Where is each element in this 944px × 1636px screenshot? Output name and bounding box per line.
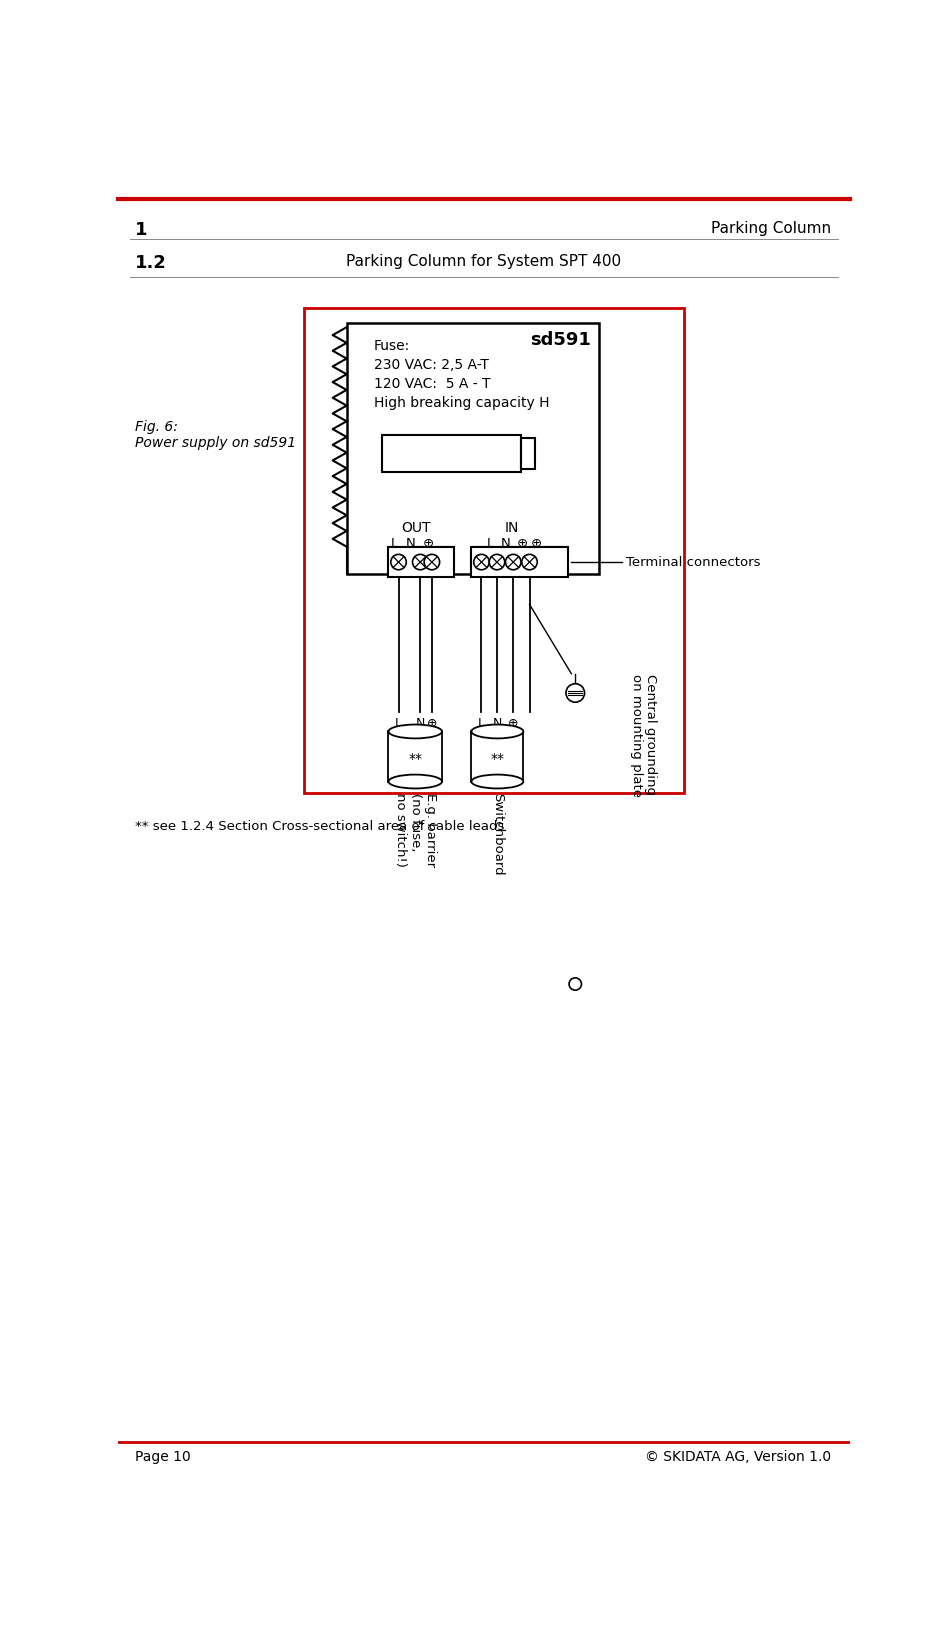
Text: L: L — [391, 538, 398, 550]
Circle shape — [522, 555, 537, 569]
Ellipse shape — [389, 774, 442, 789]
Circle shape — [505, 555, 521, 569]
Ellipse shape — [389, 725, 442, 738]
Text: Parking Column for System SPT 400: Parking Column for System SPT 400 — [346, 254, 621, 268]
Text: ⊕: ⊕ — [517, 538, 528, 550]
Text: N: N — [500, 538, 511, 550]
Text: N: N — [405, 538, 415, 550]
Text: E.g. barrier
(no fuse,
no switch!): E.g. barrier (no fuse, no switch!) — [394, 793, 437, 867]
Text: ⊕: ⊕ — [508, 717, 518, 730]
Text: 1: 1 — [135, 221, 147, 239]
Ellipse shape — [471, 725, 523, 738]
Text: OUT: OUT — [401, 522, 431, 535]
Text: Central grounding
on mounting plate: Central grounding on mounting plate — [630, 674, 658, 797]
Text: N: N — [492, 717, 501, 730]
Text: © SKIDATA AG, Version 1.0: © SKIDATA AG, Version 1.0 — [645, 1449, 831, 1464]
Text: Page 10: Page 10 — [135, 1449, 191, 1464]
Circle shape — [474, 555, 489, 569]
Bar — [304, 308, 683, 793]
Circle shape — [424, 555, 440, 569]
Text: sd591: sd591 — [530, 330, 591, 348]
Text: IN: IN — [504, 522, 519, 535]
Text: L: L — [478, 717, 485, 730]
Text: Switchboard: Switchboard — [491, 793, 504, 875]
Bar — [471, 546, 567, 578]
Circle shape — [566, 684, 584, 702]
Bar — [381, 435, 521, 471]
Text: ⊕: ⊕ — [531, 538, 542, 550]
Bar — [521, 438, 535, 470]
Ellipse shape — [471, 774, 523, 789]
Text: ⊕: ⊕ — [427, 717, 437, 730]
Text: ** see 1.2.4 Section Cross-sectional area of cable leads: ** see 1.2.4 Section Cross-sectional are… — [135, 820, 504, 833]
Text: N: N — [415, 717, 425, 730]
Circle shape — [569, 978, 582, 990]
Circle shape — [489, 555, 505, 569]
Text: L: L — [486, 538, 494, 550]
Text: Fuse:
230 VAC: 2,5 A-T
120 VAC:  5 A - T
High breaking capacity H: Fuse: 230 VAC: 2,5 A-T 120 VAC: 5 A - T … — [374, 339, 549, 409]
Circle shape — [391, 555, 406, 569]
Text: Terminal connectors: Terminal connectors — [627, 556, 761, 569]
Text: Fig. 6:
Power supply on sd591: Fig. 6: Power supply on sd591 — [135, 419, 296, 450]
Bar — [346, 324, 598, 574]
Text: ⊕: ⊕ — [423, 538, 434, 550]
Text: L: L — [395, 717, 402, 730]
Circle shape — [413, 555, 428, 569]
Text: **: ** — [408, 753, 422, 766]
Text: Parking Column: Parking Column — [711, 221, 831, 236]
Text: **: ** — [490, 753, 504, 766]
Text: 1.2: 1.2 — [135, 254, 167, 272]
Bar — [388, 546, 453, 578]
